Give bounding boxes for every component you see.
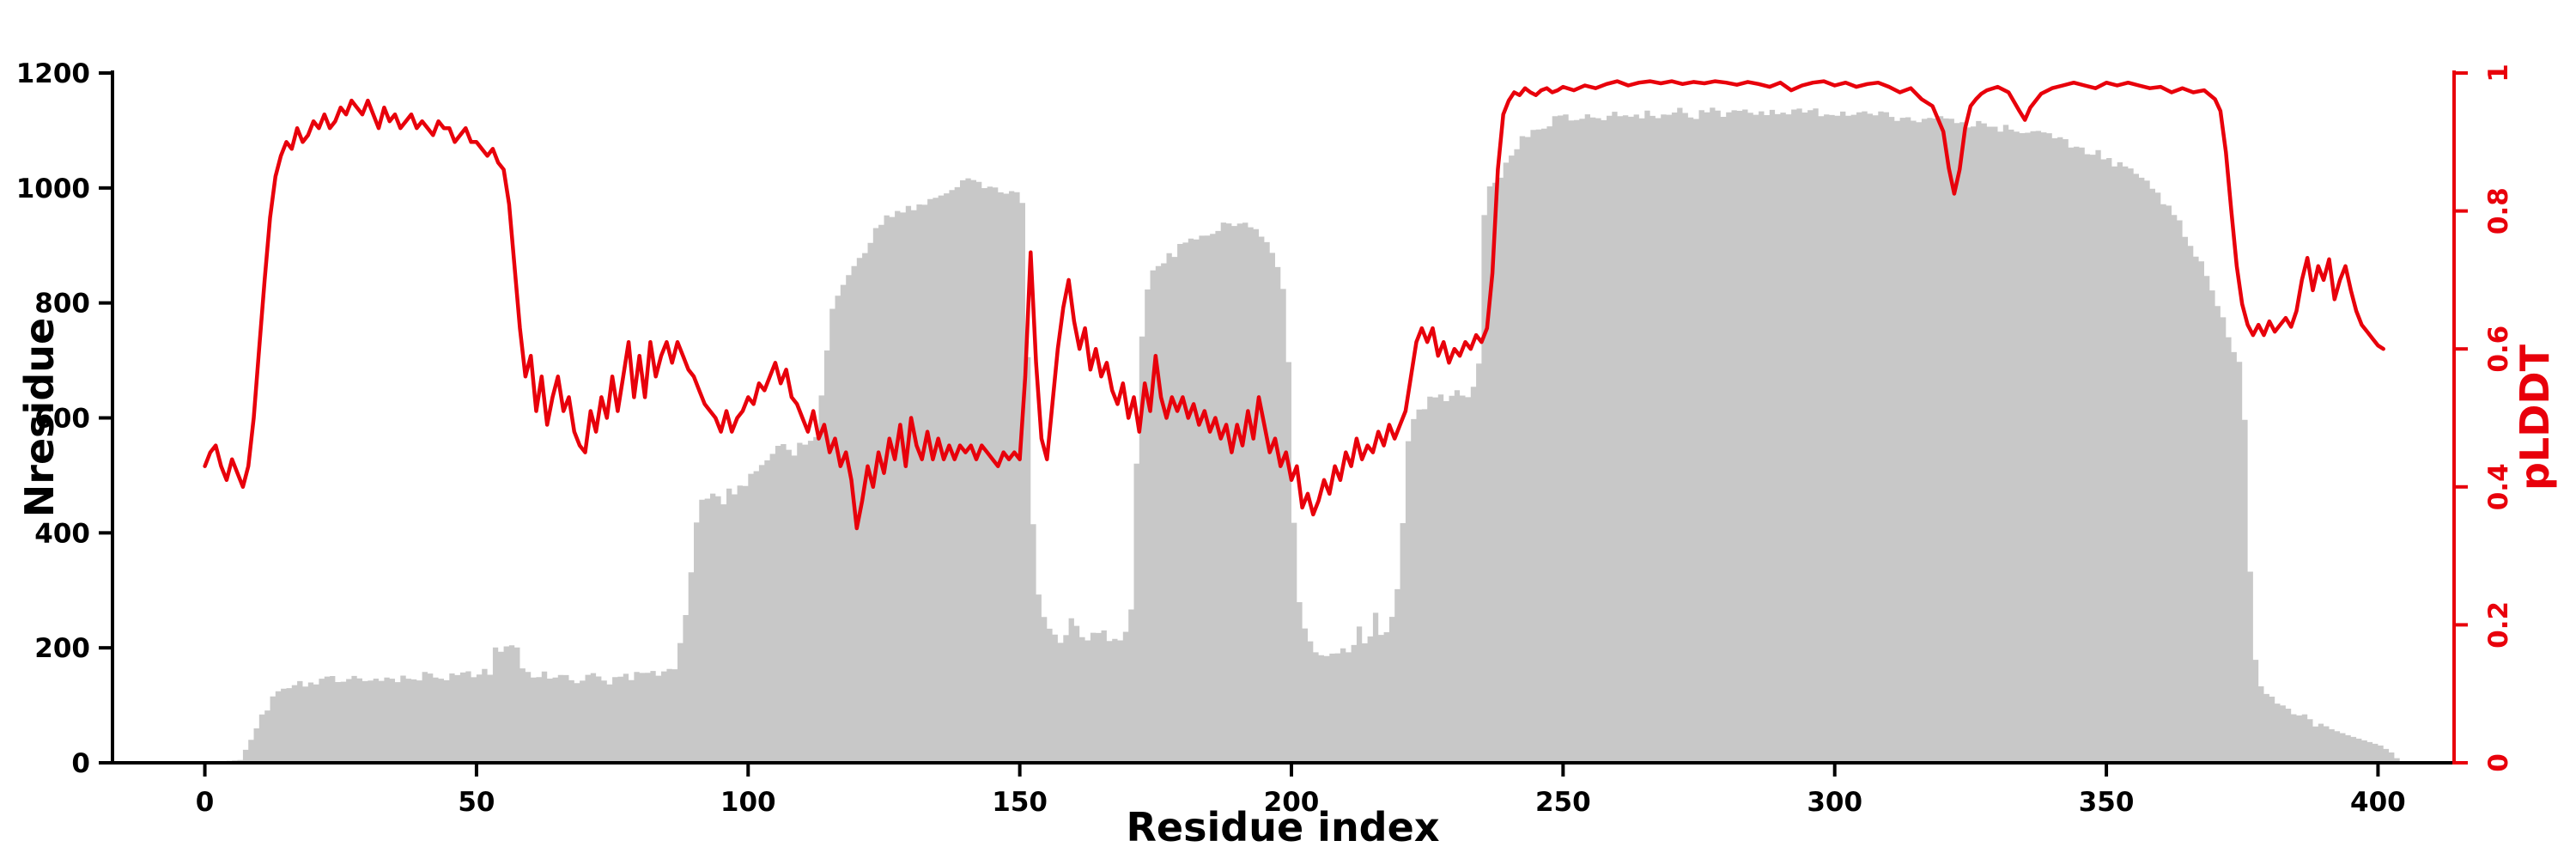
- svg-text:300: 300: [1807, 787, 1862, 818]
- svg-text:0.8: 0.8: [2483, 187, 2514, 235]
- left-axis-title: Nresidue: [16, 317, 63, 518]
- svg-text:250: 250: [1535, 787, 1591, 818]
- svg-text:350: 350: [2079, 787, 2135, 818]
- svg-text:50: 50: [458, 787, 495, 818]
- svg-text:1200: 1200: [16, 58, 90, 89]
- bottom-axis-title: Residue index: [1126, 804, 1440, 850]
- svg-text:400: 400: [2350, 787, 2406, 818]
- svg-text:0: 0: [71, 748, 90, 779]
- svg-text:1000: 1000: [16, 174, 90, 204]
- svg-text:600: 600: [34, 404, 90, 435]
- svg-text:200: 200: [1264, 787, 1320, 818]
- svg-text:1: 1: [2483, 64, 2514, 82]
- svg-text:400: 400: [34, 518, 90, 549]
- svg-text:0: 0: [2483, 753, 2514, 772]
- svg-text:0.2: 0.2: [2483, 601, 2514, 649]
- svg-text:0: 0: [196, 787, 215, 818]
- svg-text:150: 150: [992, 787, 1048, 818]
- svg-text:200: 200: [34, 633, 90, 664]
- svg-text:0.6: 0.6: [2483, 326, 2514, 373]
- right-axis-title: pLDDT: [2512, 344, 2558, 490]
- svg-text:100: 100: [720, 787, 776, 818]
- svg-text:0.4: 0.4: [2483, 463, 2514, 510]
- svg-text:800: 800: [34, 289, 90, 320]
